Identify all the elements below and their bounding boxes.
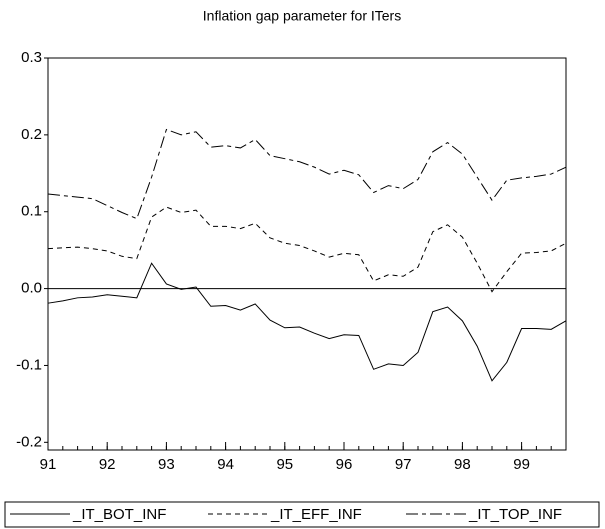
x-tick-label: 91 bbox=[40, 456, 57, 473]
y-tick-label: 0.3 bbox=[21, 49, 42, 66]
plot-frame bbox=[47, 57, 567, 451]
y-tick-label: -0.1 bbox=[16, 356, 42, 373]
series-line bbox=[47, 206, 567, 293]
x-tick-label: 93 bbox=[158, 456, 175, 473]
chart-title: Inflation gap parameter for ITers bbox=[203, 8, 401, 24]
x-tick-label: 98 bbox=[454, 456, 471, 473]
x-tick-label: 99 bbox=[513, 456, 530, 473]
x-tick-label: 94 bbox=[217, 456, 234, 473]
legend-label: _IT_BOT_INF bbox=[72, 506, 166, 523]
y-tick-label: 0.1 bbox=[21, 203, 42, 220]
series-line bbox=[47, 128, 567, 220]
legend-box bbox=[4, 501, 600, 528]
y-tick-label: 0.0 bbox=[21, 280, 42, 297]
y-tick-label: 0.2 bbox=[21, 126, 42, 143]
x-tick-label: 96 bbox=[336, 456, 353, 473]
x-tick-label: 95 bbox=[276, 456, 293, 473]
x-tick-label: 92 bbox=[99, 456, 116, 473]
x-tick-label: 97 bbox=[395, 456, 412, 473]
y-tick-label: -0.2 bbox=[16, 433, 42, 450]
legend-label: _IT_EFF_INF bbox=[270, 506, 362, 523]
legend-label: _IT_TOP_INF bbox=[468, 506, 562, 523]
series-line bbox=[47, 262, 567, 382]
